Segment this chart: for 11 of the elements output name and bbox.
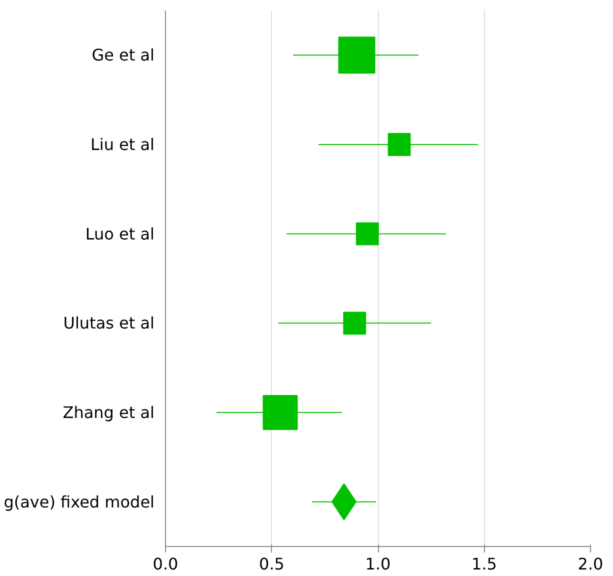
y-tick-label: Ulutas et al: [63, 314, 154, 333]
y-tick-label: Ge et al: [92, 46, 154, 65]
y-tick-label: Liu et al: [90, 135, 155, 154]
x-tick-label: 0.5: [259, 554, 284, 574]
x-tick-label: 1.0: [365, 554, 391, 574]
y-tick-label: Zhang et al: [62, 403, 155, 422]
x-tick-label: 2.0: [578, 554, 604, 574]
x-tick-label: 0.0: [152, 554, 178, 574]
y-tick-label: Luo et al: [85, 224, 155, 244]
y-tick-label: g(ave) fixed model: [4, 492, 155, 512]
x-tick-label: 1.5: [472, 554, 497, 574]
